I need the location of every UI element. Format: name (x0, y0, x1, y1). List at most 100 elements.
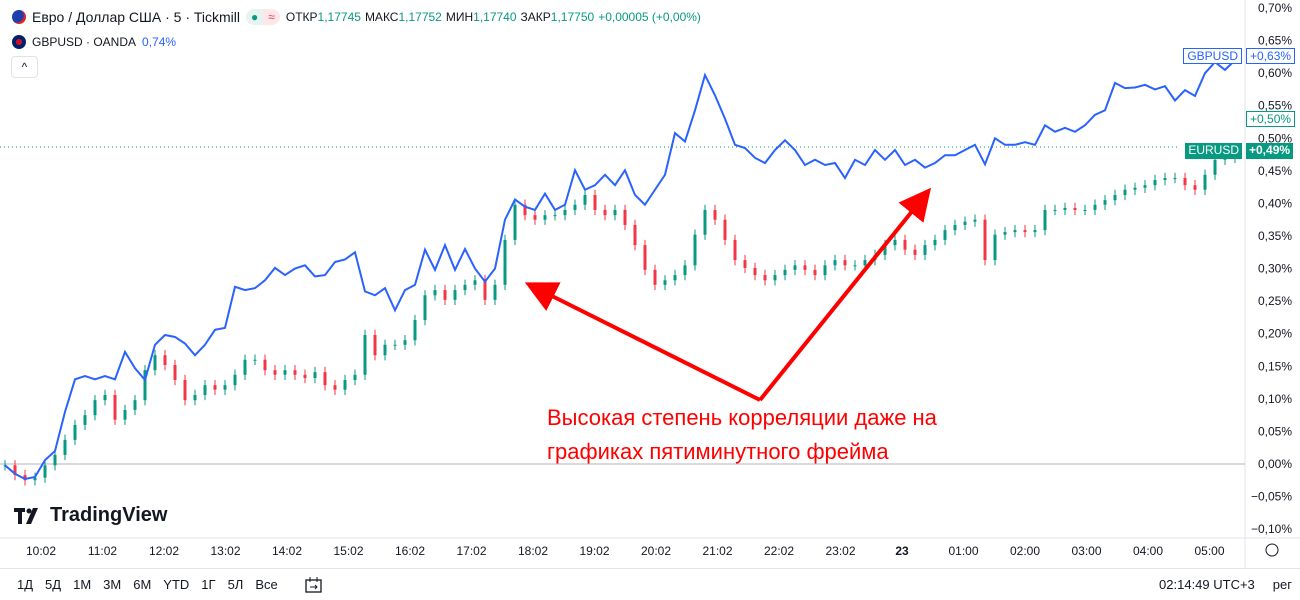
change-value: +0,00005 (+0,00%) (598, 10, 701, 24)
candle-body (1213, 159, 1217, 175)
candle-body (213, 385, 217, 390)
candle (433, 284, 437, 301)
candle-body (1183, 178, 1187, 186)
candle-body (173, 364, 177, 380)
collapse-legend-button[interactable]: ^ (11, 56, 38, 78)
x-tick-label: 22:02 (764, 544, 794, 558)
candle (443, 284, 447, 306)
candle-body (913, 249, 917, 255)
x-tick-label: 11:02 (88, 544, 117, 558)
candle-body (983, 219, 987, 261)
candle (763, 269, 767, 286)
gbpusd-line-label: GBPUSD (1183, 48, 1242, 64)
candle (693, 229, 697, 271)
candle (183, 374, 187, 406)
annotation-text[interactable]: Высокая степень корреляции даже на графи… (547, 405, 937, 464)
candle-body (1043, 209, 1047, 231)
candle (993, 229, 997, 266)
candle-body (373, 335, 377, 356)
candle-body (593, 194, 597, 210)
candle-body (253, 359, 257, 361)
candle (63, 434, 67, 461)
candle-body (463, 284, 467, 291)
timeframe-6[interactable]: 1Г (201, 577, 216, 592)
candle-body (233, 374, 237, 386)
timeframe-4[interactable]: 6М (133, 577, 152, 592)
candle-body (1023, 230, 1027, 233)
market-status[interactable]: ● ≈ (246, 9, 280, 25)
candle-body (763, 275, 767, 281)
candle (953, 219, 957, 236)
candle-body (13, 465, 17, 476)
candle-body (163, 355, 167, 365)
candle (413, 314, 417, 346)
candle (143, 364, 147, 406)
timeframe-2[interactable]: 1М (73, 577, 92, 592)
candle-body (713, 209, 717, 220)
candle (33, 472, 37, 486)
compare-symbol[interactable]: GBPUSD · OANDA (32, 35, 137, 49)
market-open-icon: ● (246, 9, 264, 25)
candle-body (303, 374, 307, 379)
candle (973, 214, 977, 227)
candle-body (73, 424, 77, 440)
candle (1023, 224, 1027, 238)
x-tick-label: 23:02 (825, 544, 855, 558)
close-value: 1,17750 (550, 10, 595, 24)
symbol-title[interactable]: Евро / Доллар США · 5 · Tickmill (32, 9, 241, 25)
candle (403, 335, 407, 350)
candle (203, 379, 207, 401)
gbpusd-line (4, 59, 1236, 481)
candle-body (1163, 178, 1167, 180)
candle (1103, 194, 1107, 210)
candle (363, 329, 367, 380)
candle-body (313, 372, 317, 379)
candle (683, 260, 687, 281)
delayed-data-icon: ≈ (263, 9, 280, 25)
timeframe-5[interactable]: YTD (163, 577, 190, 592)
settings-icon[interactable] (1265, 543, 1279, 557)
candle-body (273, 370, 277, 375)
low-label: МИН (445, 10, 474, 24)
candle (793, 260, 797, 276)
timeframe-1[interactable]: 5Д (45, 577, 62, 592)
annotation-arrow-left (524, 282, 761, 402)
gbpusd-flag-icon (12, 35, 26, 49)
candle-body (783, 269, 787, 276)
candle (263, 354, 267, 376)
candle (893, 234, 897, 251)
eurusd-price-label: +0,49% (1246, 143, 1294, 159)
clock[interactable]: 02:14:49 UTC+3 (1159, 577, 1255, 592)
candle (113, 389, 117, 425)
y-tick-label: 0,15% (1258, 359, 1292, 373)
candle (563, 204, 567, 221)
candle (1113, 189, 1117, 206)
candle (633, 219, 637, 251)
candle (823, 260, 827, 281)
timeframe-0[interactable]: 1Д (17, 577, 34, 592)
timeframe-8[interactable]: Все (255, 577, 278, 592)
y-tick-label: 0,20% (1258, 327, 1292, 341)
candle-body (573, 204, 577, 210)
candle-body (863, 260, 867, 266)
candle-body (353, 374, 357, 380)
logo-text: TradingView (50, 504, 168, 526)
timeframe-3[interactable]: 3М (103, 577, 122, 592)
price-chart[interactable]: 0,70% 0,65% 0,60% 0,55% 0,50% 0,45% 0,40% 0,35%… (0, 0, 1300, 568)
candle (1193, 179, 1197, 195)
candle (1093, 199, 1097, 216)
scale-mode[interactable]: рег (1272, 577, 1292, 592)
goto-date-icon[interactable] (304, 576, 324, 594)
candle-body (1123, 189, 1127, 195)
candle (523, 199, 527, 221)
compare-legend[interactable]: GBPUSD · OANDA 0,74% (12, 35, 176, 49)
candle-body (833, 260, 837, 266)
candle (503, 234, 507, 291)
timeframe-7[interactable]: 5Л (227, 577, 244, 592)
candle (623, 204, 627, 231)
tradingview-logo[interactable]: TradingView (14, 504, 167, 527)
candle (193, 389, 197, 406)
candle (773, 269, 777, 286)
chevron-up-icon: ^ (21, 60, 28, 74)
candle-body (333, 385, 337, 390)
